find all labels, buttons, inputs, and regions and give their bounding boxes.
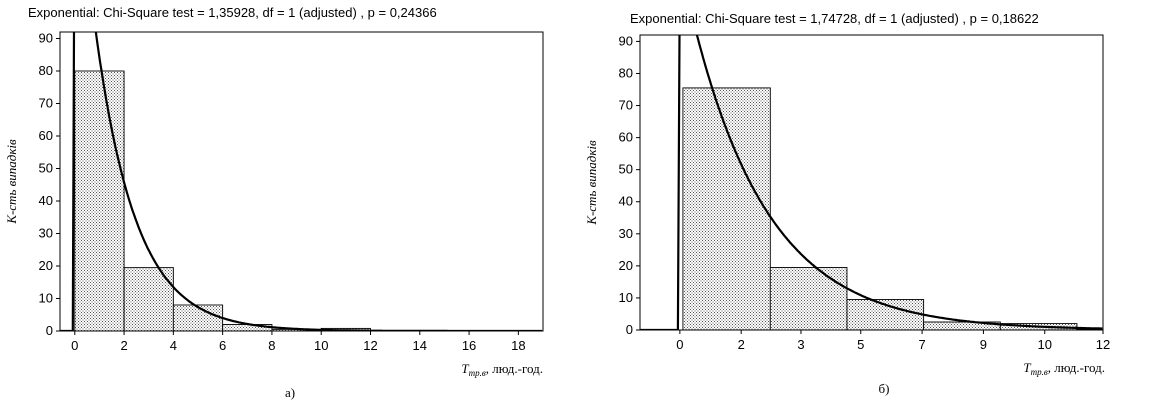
panel-caption: а) <box>285 385 295 400</box>
y-tick-label: 30 <box>39 226 53 241</box>
y-tick-label: 80 <box>39 63 53 78</box>
y-tick-label: 90 <box>39 31 53 46</box>
x-axis-label-symbol: T <box>461 361 469 376</box>
fit-curve <box>60 32 543 331</box>
plot-frame <box>639 34 1104 331</box>
panel-caption: б) <box>879 381 890 396</box>
chart-panel-b: Exponential: Chi-Square test = 1,74728, … <box>576 0 1152 400</box>
x-tick-label: 7 <box>918 337 925 352</box>
x-tick-label: 10 <box>314 338 328 353</box>
y-axis-label: К-сть випадків <box>584 140 599 226</box>
x-tick-label: 14 <box>413 338 427 353</box>
x-tick-label: 5 <box>857 337 864 352</box>
histogram-bar <box>74 70 125 332</box>
plot-frame <box>59 31 544 332</box>
y-tick-label: 40 <box>619 194 633 209</box>
x-tick-label: 10 <box>1038 337 1052 352</box>
y-tick-label: 10 <box>39 291 53 306</box>
chart-title: Exponential: Chi-Square test = 1,35928, … <box>28 5 437 20</box>
x-tick-label: 18 <box>511 338 525 353</box>
x-axis-label-subscript: тр.в <box>1031 367 1048 377</box>
x-tick-label: 12 <box>363 338 377 353</box>
x-axis-label-unit: , люд.-год. <box>1048 360 1105 375</box>
y-tick-label: 30 <box>619 226 633 241</box>
y-tick-label: 20 <box>619 258 633 273</box>
y-tick-label: 60 <box>39 128 53 143</box>
x-tick-label: 2 <box>120 338 127 353</box>
histogram-bar <box>769 267 848 331</box>
x-axis-label: Tтр.в, люд.-год. <box>461 361 543 378</box>
x-tick-label: 4 <box>170 338 177 353</box>
x-axis-label: Tтр.в, люд.-год. <box>1023 360 1105 377</box>
x-tick-label: 0 <box>71 338 78 353</box>
fit-curve <box>640 35 1103 330</box>
chart-a: Exponential: Chi-Square test = 1,35928, … <box>4 5 544 400</box>
x-axis-label-subscript: тр.в <box>469 368 486 378</box>
x-tick-label: 8 <box>268 338 275 353</box>
y-tick-label: 70 <box>39 96 53 111</box>
histogram-bar <box>682 87 771 331</box>
chart-panel-a: Exponential: Chi-Square test = 1,35928, … <box>4 5 544 400</box>
x-axis-label-symbol: T <box>1023 360 1031 375</box>
y-axis-label: К-сть випадків <box>4 139 19 225</box>
x-tick-label: 6 <box>219 338 226 353</box>
histogram-bar <box>172 304 224 332</box>
y-tick-label: 0 <box>626 322 633 337</box>
x-tick-label: 2 <box>738 337 745 352</box>
y-tick-label: 50 <box>619 162 633 177</box>
y-tick-label: 10 <box>619 290 633 305</box>
x-tick-label: 0 <box>676 337 683 352</box>
y-tick-label: 70 <box>619 98 633 113</box>
x-tick-label: 16 <box>462 338 476 353</box>
x-tick-label: 9 <box>980 337 987 352</box>
y-tick-label: 90 <box>619 33 633 48</box>
y-tick-label: 60 <box>619 130 633 145</box>
y-tick-label: 20 <box>39 258 53 273</box>
y-tick-label: 40 <box>39 193 53 208</box>
y-tick-label: 50 <box>39 161 53 176</box>
y-tick-label: 80 <box>619 65 633 80</box>
y-tick-label: 0 <box>46 323 53 338</box>
chart-b: Exponential: Chi-Square test = 1,74728, … <box>584 11 1110 396</box>
x-tick-label: 12 <box>1096 337 1110 352</box>
chart-title: Exponential: Chi-Square test = 1,74728, … <box>630 11 1039 26</box>
x-axis-label-unit: , люд.-год. <box>486 361 543 376</box>
x-tick-label: 3 <box>797 337 804 352</box>
